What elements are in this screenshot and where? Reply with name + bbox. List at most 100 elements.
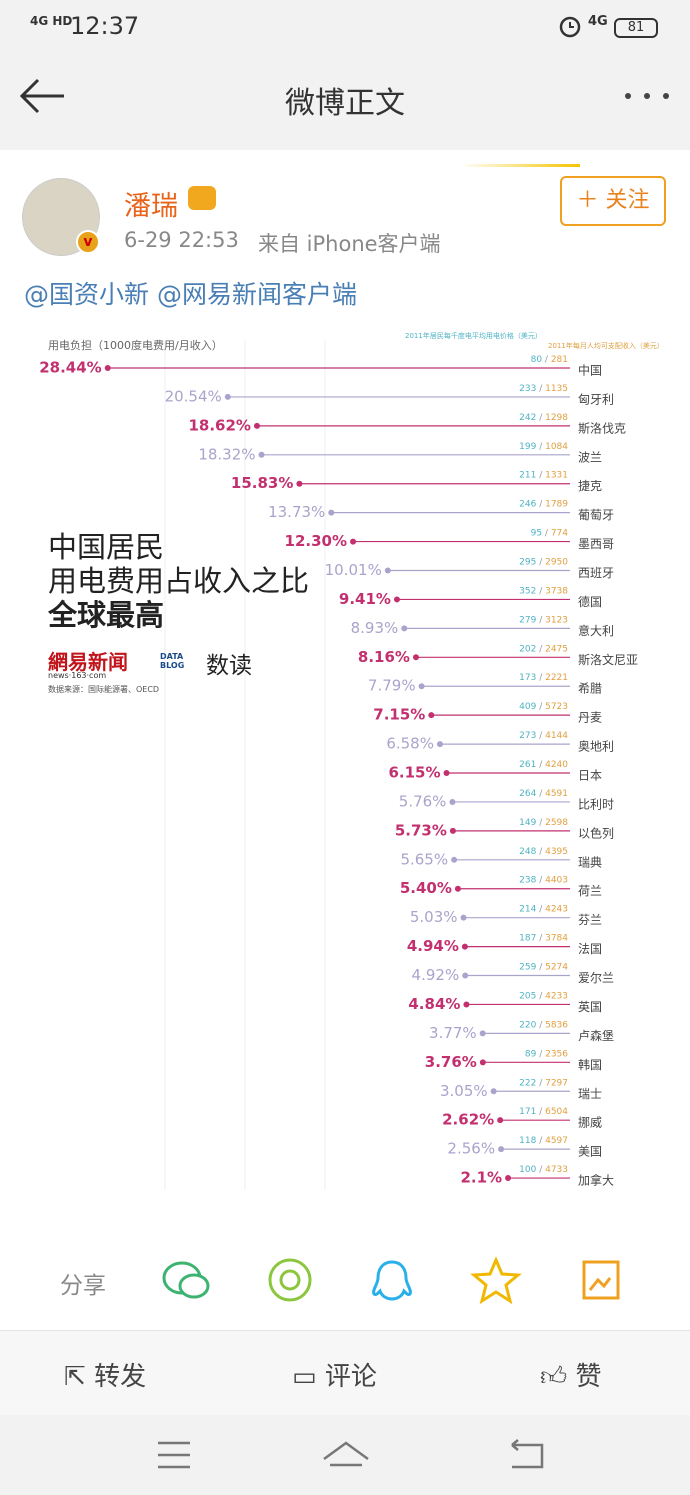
- author-name[interactable]: 潘瑞: [124, 191, 178, 222]
- country: 捷克: [578, 479, 602, 493]
- value-label: 2.56%: [447, 1140, 495, 1158]
- separator: /: [536, 875, 545, 885]
- country: 比利时: [578, 797, 614, 811]
- value-label: 5.73%: [395, 821, 447, 839]
- decoration: [460, 164, 580, 167]
- menu-button[interactable]: [158, 1441, 190, 1469]
- signal: 4G: [588, 14, 608, 29]
- income: 1331: [545, 470, 568, 480]
- more-button[interactable]: [622, 90, 672, 102]
- like-button[interactable]: 👍︎ 赞: [540, 1362, 602, 1392]
- qq-icon[interactable]: [372, 1260, 412, 1301]
- separator: /: [536, 731, 545, 741]
- comment-button[interactable]: ▭ 评论: [292, 1362, 377, 1392]
- repost-label: 转发: [94, 1362, 147, 1392]
- overlay-line: 用电费用占收入之比: [48, 564, 310, 598]
- separator: /: [542, 528, 551, 538]
- country: 意大利: [578, 623, 614, 638]
- price-income: 187 / 3784: [519, 933, 568, 943]
- value-label: 9.41%: [339, 590, 391, 608]
- value-label: 5.03%: [410, 908, 458, 926]
- dot: [412, 654, 419, 661]
- income: 1298: [545, 412, 568, 422]
- moments-icon[interactable]: [268, 1258, 312, 1302]
- separator: /: [536, 904, 545, 914]
- value-label: 2.62%: [442, 1111, 494, 1129]
- price-income: 409 / 5723: [519, 702, 568, 712]
- price: 409: [519, 702, 536, 712]
- price: 80: [531, 355, 543, 365]
- separator: /: [536, 1136, 545, 1146]
- separator: /: [536, 1165, 545, 1175]
- repost-button[interactable]: ⇱ 转发: [64, 1362, 147, 1392]
- income: 4597: [545, 1136, 568, 1146]
- price: 259: [519, 962, 536, 972]
- value-label: 8.16%: [358, 648, 410, 666]
- price: 242: [519, 412, 536, 422]
- value-label: 4.84%: [408, 995, 460, 1013]
- price: 246: [519, 499, 536, 509]
- income: 4233: [545, 991, 568, 1001]
- dot: [384, 567, 391, 574]
- value-label: 6.15%: [388, 764, 440, 782]
- dot: [454, 885, 461, 892]
- country: 波兰: [578, 450, 602, 464]
- country: 墨西哥: [578, 537, 614, 551]
- share-icons: [162, 1256, 620, 1305]
- follow-button[interactable]: ＋ 关注: [560, 176, 666, 226]
- data-source: 数据来源：国际能源署、OECD: [48, 685, 160, 694]
- value-label: 5.76%: [399, 792, 447, 810]
- qzone-icon[interactable]: [470, 1256, 522, 1305]
- income: 7297: [545, 1078, 568, 1088]
- country: 中国: [578, 363, 602, 378]
- value-label: 5.65%: [400, 850, 448, 868]
- overlay-line: 中国居民: [48, 530, 165, 564]
- price: 352: [519, 586, 536, 596]
- wechat-icon[interactable]: [162, 1261, 210, 1299]
- dot: [418, 683, 425, 690]
- country: 德国: [578, 594, 602, 609]
- dot: [451, 856, 458, 863]
- price: 187: [519, 933, 536, 943]
- country: 爱尔兰: [578, 970, 614, 985]
- price-income: 295 / 2950: [519, 557, 568, 567]
- country: 西班牙: [578, 566, 614, 580]
- overlay-title: 中国居民 用电费用占收入之比 全球最高: [48, 530, 309, 632]
- value-label: 5.40%: [400, 879, 452, 897]
- price: 214: [519, 904, 536, 914]
- value-label: 3.77%: [429, 1024, 477, 1042]
- dot: [461, 943, 468, 950]
- value-label: 28.44%: [39, 359, 101, 377]
- income: 4591: [545, 788, 568, 798]
- post-text[interactable]: @国资小新 @网易新闻客户端: [24, 280, 357, 309]
- country: 希腊: [578, 681, 602, 696]
- chart-image[interactable]: 用电负担（1000度电费用/月收入） 2011年居民每千度电平均用电价格（美元）…: [0, 0, 690, 1230]
- price-income: 264 / 4591: [519, 788, 568, 798]
- verified-badge: v: [76, 230, 100, 254]
- dot: [224, 393, 231, 400]
- income: 4240: [545, 760, 568, 770]
- post-card: [0, 150, 690, 1330]
- back-button[interactable]: [18, 78, 68, 114]
- price: 279: [519, 615, 536, 625]
- price-income: 171 / 6504: [519, 1107, 568, 1117]
- country: 英国: [578, 1000, 602, 1014]
- price-income: 100 / 4733: [519, 1165, 568, 1175]
- value-label: 2.1%: [460, 1169, 502, 1187]
- save-icon[interactable]: [582, 1260, 620, 1300]
- income: 4144: [545, 731, 568, 741]
- income: 3784: [545, 933, 568, 943]
- dot: [328, 509, 335, 516]
- income: 2356: [545, 1049, 568, 1059]
- income: 774: [551, 528, 568, 538]
- income: 2950: [545, 557, 568, 567]
- price: 264: [519, 788, 536, 798]
- back-system-button[interactable]: [511, 1439, 544, 1469]
- value-label: 13.73%: [268, 503, 325, 521]
- alarm-icon: [559, 16, 581, 38]
- home-button[interactable]: [323, 1441, 369, 1467]
- price-income: 259 / 5274: [519, 962, 568, 972]
- value-label: 4.92%: [412, 966, 460, 984]
- value-label: 20.54%: [165, 387, 222, 405]
- brand-url: news·163·com: [48, 671, 107, 680]
